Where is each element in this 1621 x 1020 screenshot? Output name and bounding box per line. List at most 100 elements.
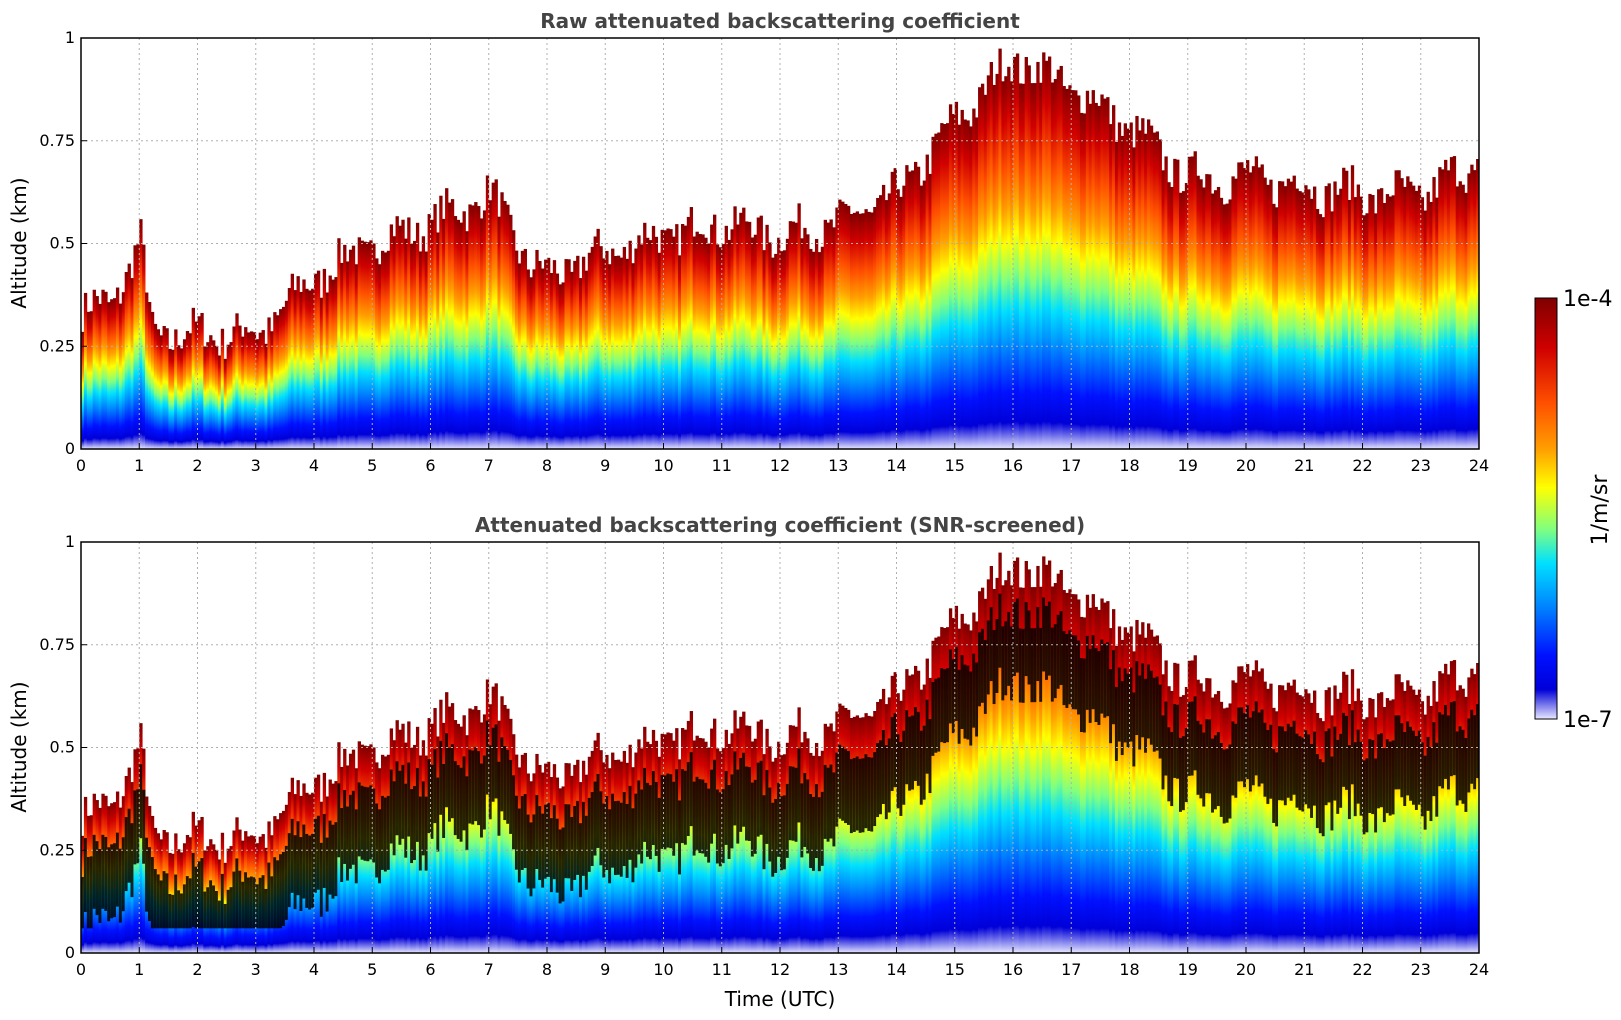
heatmap-column <box>634 248 638 449</box>
heatmap-column <box>1062 86 1066 449</box>
heatmap-column <box>858 213 862 449</box>
heatmap-saturated-core <box>1251 711 1256 786</box>
heatmap-column <box>235 313 239 449</box>
heatmap-column <box>1377 189 1381 449</box>
heatmap-column <box>1449 157 1454 449</box>
heatmap-column <box>1117 122 1122 449</box>
heatmap-saturated-core <box>354 809 359 884</box>
heatmap-column <box>849 718 854 953</box>
heatmap-saturated-core <box>1205 719 1209 794</box>
heatmap-column <box>608 264 612 449</box>
x-tick-label: 24 <box>1469 960 1489 979</box>
heatmap-raw <box>81 48 1479 449</box>
heatmap-column <box>1280 685 1285 953</box>
heatmap-column <box>471 205 475 449</box>
heatmap-column <box>1339 692 1343 953</box>
heatmap-saturated-core <box>1400 723 1404 798</box>
heatmap-column <box>823 219 827 449</box>
heatmap-column <box>1109 628 1113 953</box>
heatmap-column <box>978 87 982 449</box>
heatmap-saturated-core <box>296 821 300 896</box>
heatmap-column <box>217 355 222 449</box>
heatmap-column <box>1149 125 1154 449</box>
x-tick-label: 22 <box>1352 960 1372 979</box>
heatmap-column <box>360 240 364 449</box>
heatmap-column <box>319 297 324 449</box>
heatmap-saturated-core <box>777 782 781 857</box>
heatmap-column <box>121 292 126 449</box>
heatmap-column <box>759 215 763 449</box>
heatmap-saturated-core <box>1289 726 1293 801</box>
heatmap-column <box>581 256 586 449</box>
heatmap-saturated-core <box>730 774 734 849</box>
heatmap-saturated-core <box>319 842 324 917</box>
heatmap-saturated-core <box>421 781 426 856</box>
grid-screened <box>81 542 1479 953</box>
heatmap-saturated-core <box>395 761 399 836</box>
heatmap-saturated-core <box>616 800 621 875</box>
heatmap-saturated-core <box>81 876 85 929</box>
heatmap-column <box>369 240 373 449</box>
heatmap-column <box>742 711 746 953</box>
heatmap-column <box>931 136 935 449</box>
x-tick-label: 13 <box>828 960 848 979</box>
heatmap-saturated-core <box>625 803 629 878</box>
heatmap-saturated-core <box>363 786 367 861</box>
heatmap-saturated-core <box>529 822 533 897</box>
heatmap-saturated-core <box>890 716 894 791</box>
heatmap-column <box>1211 193 1215 449</box>
heatmap-column <box>913 665 918 953</box>
heatmap-saturated-core <box>267 862 271 929</box>
heatmap-column <box>841 705 845 953</box>
heatmap-column <box>346 261 350 449</box>
heatmap-saturated-core <box>281 851 286 926</box>
heatmap-column <box>911 674 915 953</box>
heatmap-saturated-core <box>608 809 612 884</box>
x-tick-label: 20 <box>1236 960 1256 979</box>
heatmap-saturated-core <box>1426 736 1430 811</box>
heatmap-saturated-core <box>1117 667 1122 742</box>
heatmap-saturated-core <box>1021 628 1026 703</box>
heatmap-column <box>794 222 798 449</box>
heatmap-saturated-core <box>1114 686 1119 761</box>
heatmap-column <box>1310 702 1314 953</box>
heatmap-saturated-core <box>599 791 603 866</box>
heatmap-column <box>1045 60 1049 449</box>
heatmap-column <box>1379 188 1384 449</box>
heatmap-column <box>1213 694 1218 953</box>
heatmap-column <box>1254 156 1259 449</box>
heatmap-saturated-core <box>1167 727 1171 802</box>
heatmap-column <box>637 235 641 449</box>
heatmap-column <box>1263 681 1267 953</box>
heatmap-saturated-core <box>747 766 752 841</box>
heatmap-column <box>1409 181 1413 449</box>
heatmap-column <box>1100 598 1104 953</box>
heatmap-saturated-core <box>978 632 982 707</box>
heatmap-column <box>890 171 894 449</box>
heatmap-saturated-core <box>966 665 970 740</box>
y-tick-label: 0.5 <box>50 738 75 757</box>
heatmap-column <box>1464 192 1468 449</box>
heatmap-saturated-core <box>937 677 941 752</box>
heatmap-saturated-core <box>299 837 303 912</box>
heatmap-saturated-core <box>1458 726 1462 801</box>
heatmap-column <box>424 251 428 449</box>
heatmap-column <box>1164 156 1168 449</box>
heatmap-saturated-core <box>1385 739 1390 814</box>
heatmap-column <box>1010 585 1014 953</box>
heatmap-column <box>1015 557 1020 953</box>
heatmap-column <box>1353 197 1358 449</box>
panel-screened: Attenuated backscattering coefficient (S… <box>7 513 1489 1011</box>
heatmap-saturated-core <box>418 796 423 871</box>
heatmap-column <box>1406 680 1410 953</box>
heatmap-saturated-core <box>753 779 758 854</box>
heatmap-column <box>1094 606 1098 953</box>
heatmap-saturated-core <box>1449 702 1454 777</box>
heatmap-saturated-core <box>1339 733 1343 808</box>
heatmap-saturated-core <box>858 758 862 833</box>
heatmap-column <box>1135 619 1139 953</box>
heatmap-saturated-core <box>1129 667 1133 742</box>
heatmap-column <box>1324 186 1328 449</box>
heatmap-column <box>526 269 530 449</box>
heatmap-saturated-core <box>1010 626 1014 701</box>
